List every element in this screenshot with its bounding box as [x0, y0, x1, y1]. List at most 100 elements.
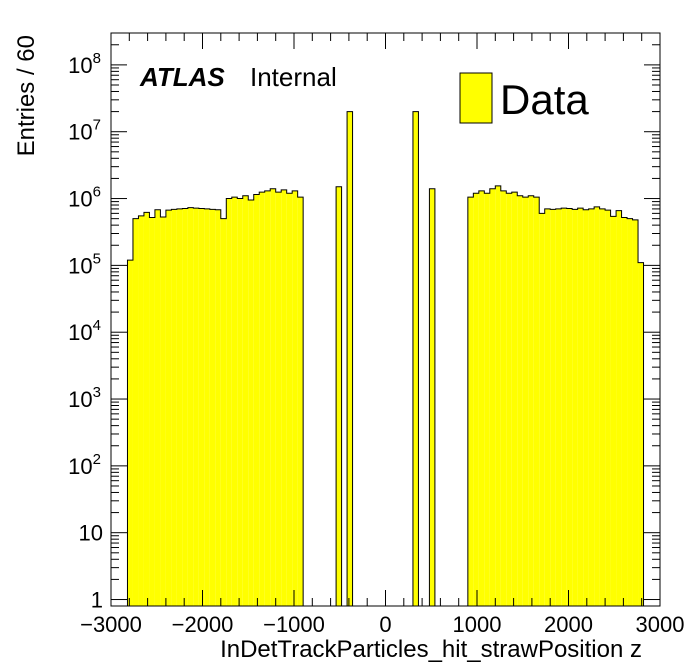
y-tick-label: 104: [68, 317, 101, 345]
histogram-bar: [632, 219, 639, 606]
histogram-bar: [253, 194, 260, 606]
histogram-bar: [132, 218, 139, 607]
internal-label: Internal: [250, 62, 337, 92]
histogram-bar: [577, 208, 584, 606]
histogram-bar: [138, 215, 144, 606]
y-tick-label: 108: [68, 50, 101, 78]
x-tick-label: 1000: [453, 612, 502, 637]
histogram-bar: [616, 210, 622, 607]
y-tick-label: 106: [68, 184, 101, 212]
histogram-bar: [171, 209, 177, 607]
histogram-outline: [412, 111, 419, 606]
histogram-bar: [555, 208, 562, 606]
histogram-bar: [286, 193, 293, 606]
x-tick-label: −2000: [172, 612, 234, 637]
histogram-bar: [429, 188, 435, 606]
x-tick-labels: −3000 −2000 −1000 0 1000 2000 3000: [80, 612, 684, 637]
histogram-bar: [160, 216, 166, 606]
y-tick-label: 10: [79, 521, 103, 546]
histogram-bar: [561, 208, 567, 606]
histogram-bar: [187, 207, 194, 606]
histogram-bar: [127, 260, 133, 606]
histogram-outline: [126, 188, 304, 606]
histogram-bar: [237, 198, 243, 606]
histogram-bar: [209, 209, 216, 607]
x-tick-label: −1000: [263, 612, 325, 637]
histogram-bar: [467, 197, 474, 606]
histogram-bar: [412, 111, 419, 606]
y-tick-label: 107: [68, 117, 101, 145]
histogram-bar: [182, 208, 188, 606]
histogram-bar: [259, 192, 265, 606]
atlas-label: ATLAS: [139, 62, 225, 92]
histogram-bar: [610, 216, 617, 607]
histogram-bar: [594, 206, 600, 607]
y-tick-label: 102: [68, 451, 101, 479]
histogram-bar: [198, 208, 205, 606]
histogram-bar: [566, 208, 573, 606]
histogram-bar: [264, 190, 271, 606]
histogram-bar: [621, 217, 628, 606]
y-tick-label: 1: [91, 588, 103, 613]
legend-swatch: [459, 72, 493, 124]
histogram-bar: [572, 209, 578, 607]
histogram-bar: [522, 197, 529, 606]
legend-label: Data: [500, 76, 589, 123]
histogram-outline: [335, 186, 343, 606]
histogram-bar: [473, 193, 479, 606]
histogram-bar: [336, 186, 342, 606]
histogram-bar: [270, 188, 276, 606]
histogram-bar: [511, 192, 518, 606]
histogram-bar: [588, 208, 595, 606]
histogram-bar: [528, 195, 534, 606]
histogram-bar: [149, 217, 155, 606]
histogram-bar: [220, 218, 227, 607]
plot-frame: [110, 32, 661, 607]
axis-ticks: [110, 32, 661, 606]
histogram-bar: [495, 185, 501, 606]
histogram-bar: [176, 208, 183, 606]
histogram-bar: [583, 209, 589, 607]
histogram-bar: [193, 208, 199, 606]
y-tick-label: 105: [68, 250, 101, 278]
histogram-bar: [292, 190, 298, 606]
y-tick-labels: 1 10 102 103 104 105 106 107 108: [68, 50, 103, 613]
histogram-bar: [248, 200, 254, 607]
x-axis-title: InDetTrackParticles_hit_strawPosition z: [220, 636, 642, 663]
histogram-bar: [165, 210, 172, 607]
histogram-bar: [539, 213, 545, 606]
histogram-bar: [599, 208, 606, 606]
histogram-bar: [226, 198, 232, 606]
histogram-bar: [638, 262, 644, 606]
histogram-bar: [297, 197, 304, 606]
histogram-bar: [550, 209, 556, 607]
histogram-bar: [242, 195, 249, 606]
histogram-bars: [126, 111, 645, 607]
histogram-bar: [489, 188, 496, 606]
histogram-bar: [154, 209, 161, 607]
x-tick-label: 3000: [636, 612, 685, 637]
x-tick-label: −3000: [80, 612, 142, 637]
histogram-bar: [484, 193, 490, 606]
histogram-bar: [533, 197, 540, 606]
histogram-bar: [215, 209, 221, 607]
x-tick-label: 0: [379, 612, 391, 637]
histogram-outline: [467, 185, 645, 606]
histogram-bar: [500, 190, 507, 606]
histogram-bar: [231, 197, 238, 606]
histogram-bar: [281, 189, 287, 606]
x-tick-label: 2000: [544, 612, 593, 637]
histogram-bar: [506, 193, 512, 606]
histogram-bar: [143, 212, 150, 607]
histogram-bar: [544, 208, 551, 606]
histogram-bar: [347, 111, 353, 606]
y-axis-title: Entries / 60: [13, 35, 40, 156]
histogram-outline: [428, 188, 436, 606]
histogram-bar: [627, 218, 633, 607]
histogram-bar: [517, 195, 523, 606]
histogram-bar: [275, 192, 282, 606]
histogram-bar: [204, 208, 210, 606]
y-tick-label: 103: [68, 384, 101, 412]
histogram-bar: [605, 210, 611, 607]
